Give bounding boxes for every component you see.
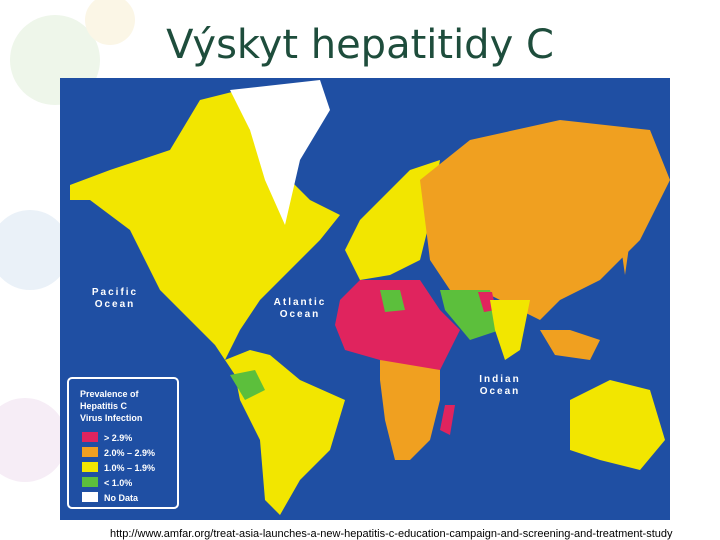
legend-entry: 2.0% – 2.9%: [104, 448, 155, 458]
australia: [570, 380, 665, 470]
legend-entry: 1.0% – 1.9%: [104, 463, 155, 473]
india: [490, 300, 530, 360]
balloon: [0, 398, 67, 482]
legend-entry: < 1.0%: [104, 478, 132, 488]
north-america: [70, 90, 340, 360]
greenland: [230, 80, 330, 225]
low-region: [230, 370, 265, 400]
north-africa: [335, 280, 460, 380]
source-link: http://www.amfar.org/treat-asia-launches…: [110, 528, 673, 540]
low-region: [380, 290, 405, 312]
legend-title: Hepatitis C: [80, 401, 128, 411]
legend: Prevalence of Hepatitis C Virus Infectio…: [67, 377, 179, 509]
legend-swatch: [82, 477, 98, 487]
southeast-asia: [540, 330, 600, 360]
madagascar: [440, 405, 455, 435]
ocean-label: Ocean: [95, 299, 136, 310]
japan: [620, 240, 630, 275]
legend-swatch: [82, 492, 98, 502]
ocean-label: Ocean: [280, 309, 321, 320]
legend-entry: No Data: [104, 493, 139, 503]
legend-swatch: [82, 432, 98, 442]
legend-title: Prevalence of: [80, 389, 140, 399]
legend-entry: > 2.9%: [104, 433, 132, 443]
legend-swatch: [82, 447, 98, 457]
legend-swatch: [82, 462, 98, 472]
balloon: [85, 0, 135, 45]
europe: [345, 160, 440, 280]
ocean-label: Indian: [479, 374, 520, 385]
slide-title: Výskyt hepatitidy C: [166, 22, 554, 68]
asia: [420, 120, 670, 320]
ocean-label: Ocean: [480, 386, 521, 397]
legend-title: Virus Infection: [80, 413, 142, 423]
ocean-label: Atlantic: [274, 297, 327, 308]
legend-box: [67, 377, 179, 509]
balloon: [0, 210, 70, 290]
south-africa: [380, 360, 440, 460]
ocean-label: Pacific: [92, 287, 138, 298]
